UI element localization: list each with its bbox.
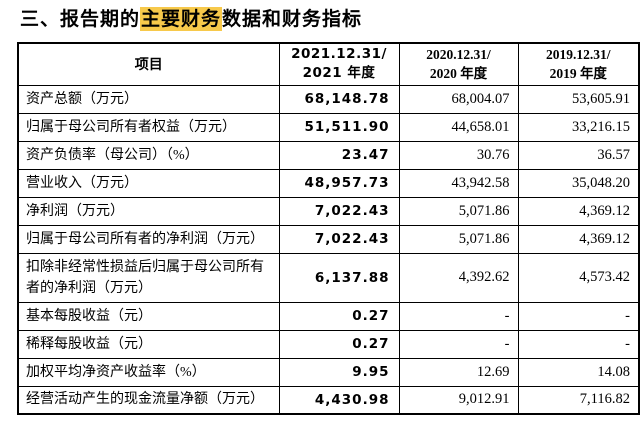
col-header-2019: 2019.12.31/ 2019 年度 — [517, 42, 640, 86]
table-row-basic-eps: 基本每股收益（元） 0.27 - - — [17, 301, 640, 331]
value-2021: 68,148.78 — [278, 84, 400, 114]
col-header-2021-date: 2021.12.31/ — [291, 46, 387, 63]
value-2019: 4,369.12 — [517, 196, 640, 226]
value-2021: 9.95 — [278, 357, 400, 387]
table-row-parent-net-profit: 归属于母公司所有者的净利润（万元） 7,022.43 5,071.86 4,36… — [17, 224, 640, 254]
financial-data-table: 项目 2021.12.31/ 2021 年度 2020.12.31/ 2020 … — [17, 42, 640, 415]
value-2021: 0.27 — [278, 329, 400, 359]
value-2020: 44,658.01 — [398, 112, 519, 142]
row-item-label: 加权平均净资产收益率（%） — [17, 357, 280, 387]
row-item-label: 营业收入（万元） — [17, 168, 280, 198]
row-item-label: 归属于母公司所有者权益（万元） — [17, 112, 280, 142]
value-2021: 6,137.88 — [278, 252, 400, 303]
row-item-label: 资产总额（万元） — [17, 84, 280, 114]
table-row-weighted-roe: 加权平均净资产收益率（%） 9.95 12.69 14.08 — [17, 357, 640, 387]
header-row: 项目 2021.12.31/ 2021 年度 2020.12.31/ 2020 … — [17, 42, 640, 86]
value-2019: 7,116.82 — [517, 385, 640, 415]
row-item-label: 稀释每股收益（元） — [17, 329, 280, 359]
table-header: 项目 2021.12.31/ 2021 年度 2020.12.31/ 2020 … — [17, 42, 640, 86]
row-item-label: 归属于母公司所有者的净利润（万元） — [17, 224, 280, 254]
value-2020: 12.69 — [398, 357, 519, 387]
title-suffix: 数据和财务指标 — [222, 8, 363, 30]
col-header-2021: 2021.12.31/ 2021 年度 — [278, 42, 400, 86]
table-row-net-profit: 净利润（万元） 7,022.43 5,071.86 4,369.12 — [17, 196, 640, 226]
value-2019: 4,369.12 — [517, 224, 640, 254]
row-item-label: 净利润（万元） — [17, 196, 280, 226]
value-2021: 4,430.98 — [278, 385, 400, 415]
value-2019: - — [517, 301, 640, 331]
value-2019: - — [517, 329, 640, 359]
value-2020: 30.76 — [398, 140, 519, 170]
value-2021: 7,022.43 — [278, 196, 400, 226]
value-2020: 43,942.58 — [398, 168, 519, 198]
value-2021: 23.47 — [278, 140, 400, 170]
col-header-2019-date: 2019.12.31/ — [545, 47, 611, 63]
value-2021: 0.27 — [278, 301, 400, 331]
title-prefix: 三、报告期的 — [20, 8, 141, 30]
value-2020: 9,012.91 — [398, 385, 519, 415]
page-title: 三、报告期的主要财务数据和财务指标 — [20, 4, 362, 31]
row-item-label: 基本每股收益（元） — [17, 301, 280, 331]
table-row-revenue: 营业收入（万元） 48,957.73 43,942.58 35,048.20 — [17, 168, 640, 198]
value-2020: 5,071.86 — [398, 224, 519, 254]
table-row-debt-ratio: 资产负债率（母公司）（%） 23.47 30.76 36.57 — [17, 140, 640, 170]
row-item-label: 经营活动产生的现金流量净额（万元） — [17, 385, 280, 415]
value-2019: 35,048.20 — [517, 168, 640, 198]
value-2021: 51,511.90 — [278, 112, 400, 142]
row-item-label: 资产负债率（母公司）（%） — [17, 140, 280, 170]
table-row-parent-equity: 归属于母公司所有者权益（万元） 51,511.90 44,658.01 33,2… — [17, 112, 640, 142]
value-2019: 14.08 — [517, 357, 640, 387]
value-2020: - — [398, 329, 519, 359]
col-header-item: 项目 — [17, 42, 280, 86]
table-row-deducted-net-profit: 扣除非经常性损益后归属于母公司所有者的净利润（万元） 6,137.88 4,39… — [17, 252, 640, 303]
table-body: 资产总额（万元） 68,148.78 68,004.07 53,605.91 归… — [17, 84, 640, 415]
value-2020: 4,392.62 — [398, 252, 519, 303]
col-header-2020-date: 2020.12.31/ — [426, 47, 491, 63]
value-2020: - — [398, 301, 519, 331]
value-2019: 36.57 — [517, 140, 640, 170]
table-row-diluted-eps: 稀释每股收益（元） 0.27 - - — [17, 329, 640, 359]
col-header-2020: 2020.12.31/ 2020 年度 — [398, 42, 519, 86]
title-highlight: 主要财务 — [140, 7, 223, 31]
value-2020: 5,071.86 — [398, 196, 519, 226]
value-2019: 4,573.42 — [517, 252, 640, 303]
value-2019: 53,605.91 — [517, 84, 640, 114]
row-item-label: 扣除非经常性损益后归属于母公司所有者的净利润（万元） — [17, 252, 280, 303]
value-2019: 33,216.15 — [517, 112, 640, 142]
table-row-total-assets: 资产总额（万元） 68,148.78 68,004.07 53,605.91 — [17, 84, 640, 114]
table-row-operating-cash-flow: 经营活动产生的现金流量净额（万元） 4,430.98 9,012.91 7,11… — [17, 385, 640, 415]
col-header-2020-year: 2020 年度 — [429, 66, 488, 82]
col-header-2021-year: 2021 年度 — [302, 65, 376, 82]
value-2021: 7,022.43 — [278, 224, 400, 254]
value-2021: 48,957.73 — [278, 168, 400, 198]
col-header-2019-year: 2019 年度 — [549, 66, 607, 82]
value-2020: 68,004.07 — [398, 84, 519, 114]
